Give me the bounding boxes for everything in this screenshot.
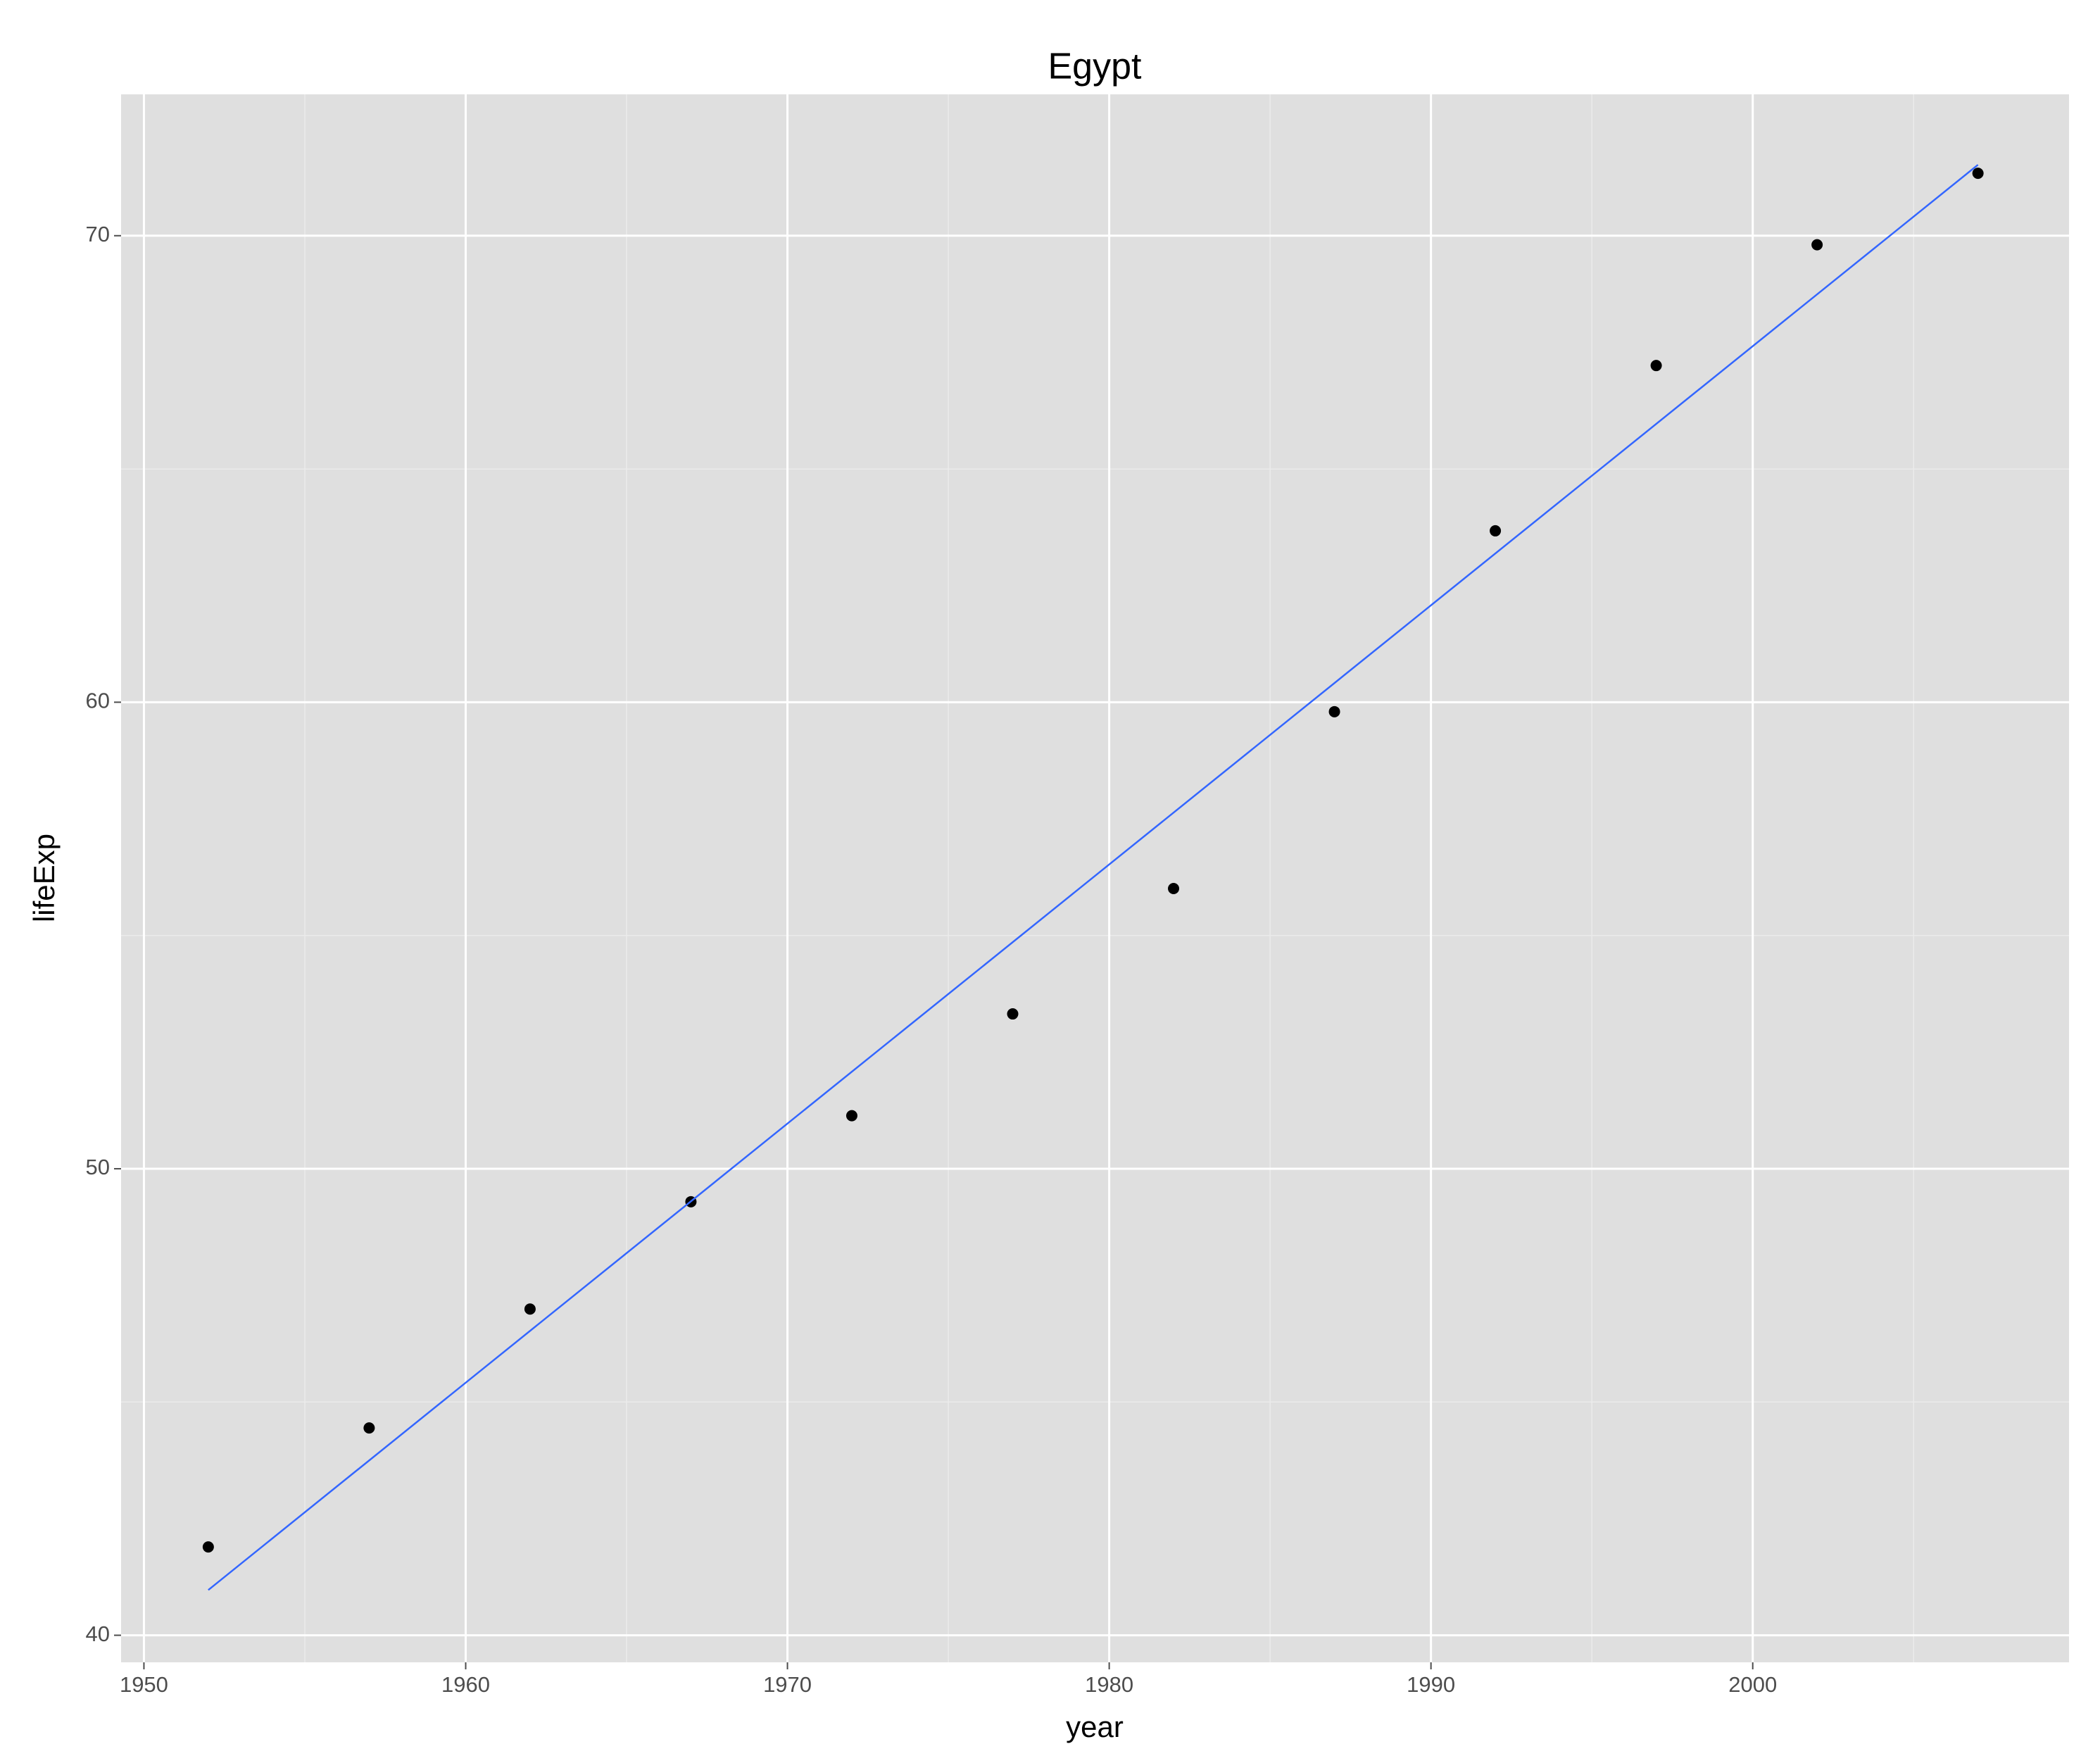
x-tick-label: 1950 [120, 1672, 168, 1697]
point [1811, 239, 1823, 251]
point [1328, 705, 1340, 717]
x-tick-label: 1970 [763, 1672, 812, 1697]
x-tick-label: 2000 [1728, 1672, 1777, 1697]
point [1168, 883, 1180, 895]
panel-background [121, 94, 2069, 1662]
y-axis-title: lifeExp [27, 834, 61, 922]
point [202, 1541, 214, 1553]
point [524, 1303, 536, 1315]
x-axis-title: year [1066, 1710, 1124, 1743]
point [363, 1422, 375, 1434]
point [1972, 168, 1984, 180]
y-tick-label: 50 [86, 1155, 110, 1179]
point [845, 1110, 857, 1122]
x-tick-label: 1980 [1085, 1672, 1133, 1697]
point [1650, 360, 1662, 372]
chart-title: Egypt [1048, 46, 1143, 87]
x-tick-label: 1990 [1407, 1672, 1455, 1697]
y-tick-label: 70 [86, 222, 110, 246]
fit-line [208, 164, 1979, 1591]
point [1007, 1008, 1019, 1020]
point [1490, 525, 1502, 537]
y-tick-label: 60 [86, 689, 110, 713]
x-tick-label: 1960 [441, 1672, 490, 1697]
y-tick-label: 40 [86, 1621, 110, 1646]
